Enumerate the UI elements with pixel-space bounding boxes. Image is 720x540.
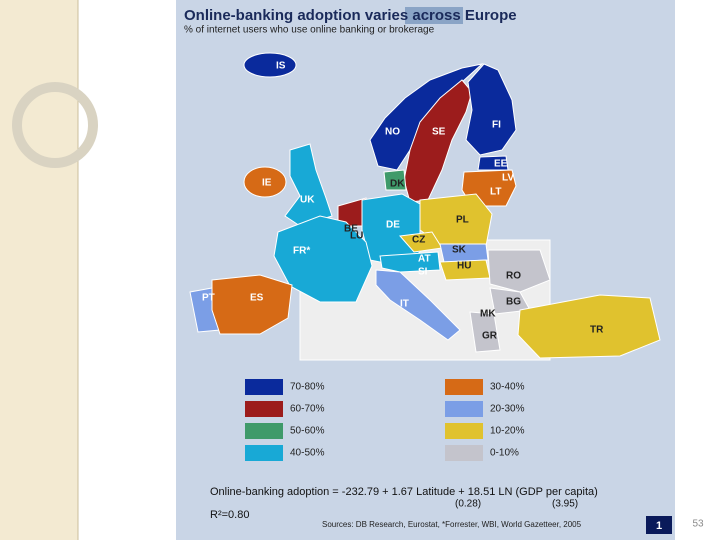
country-label: TR [590,325,604,336]
legend-swatch [445,445,483,461]
country-label: DE [386,220,400,231]
country-label: PL [456,215,469,226]
country-label: PT [202,293,215,304]
badge: 1 [656,520,662,532]
country-label: AT [418,254,431,265]
countries [189,52,661,361]
legend-label: 10-20% [490,426,525,437]
country-label: SI [418,267,428,278]
country-label: FR* [293,246,310,257]
country-label: IT [400,299,409,310]
legend-swatch [445,401,483,417]
legend-swatch [445,423,483,439]
country-tr [517,294,661,359]
subtitle: % of internet users who use online banki… [184,25,435,36]
country-label: LT [490,187,501,198]
country-label: ES [250,293,264,304]
legend-swatch [245,379,283,395]
legend-swatch [245,445,283,461]
country-label: SE [432,127,446,138]
country-es [211,274,293,335]
legend-label: 70-80% [290,382,325,393]
country-label: CZ [412,235,425,246]
country-label: EE [494,159,508,170]
country-label: FI [492,120,501,131]
country-label: IE [262,178,272,189]
slide-number: 53 [692,519,704,530]
country-label: UK [300,195,315,206]
country-label: MK [480,309,496,320]
title: Online-banking adoption varies across Eu… [184,7,517,24]
country-label: BG [506,297,521,308]
country-label: IS [276,61,286,72]
legend-label: 40-50% [290,448,325,459]
country-at-si [379,251,441,273]
country-label: LU [350,231,363,242]
country-fr [273,215,373,303]
r-squared: R²=0.80 [210,509,249,521]
country-label: DK [390,179,405,190]
legend-label: 30-40% [490,382,525,393]
country-is [243,52,297,78]
legend-label: 60-70% [290,404,325,415]
country-label: RO [506,271,521,282]
se-latitude: (0.28) [455,499,481,510]
country-mk-gr [469,311,501,353]
country-dk [383,169,407,191]
legend-swatch [445,379,483,395]
country-fi [465,63,517,156]
se-gdp: (3.95) [552,499,578,510]
decor-circle [12,82,98,168]
legend-label: 0-10% [490,448,519,459]
legend-swatch [245,423,283,439]
side-strip [0,0,78,540]
equation: Online-banking adoption = -232.79 + 1.67… [210,486,598,498]
country-label: BE [344,224,358,235]
country-ro [487,249,551,293]
country-label: GR [482,331,498,342]
legend-label: 20-30% [490,404,525,415]
legend-swatch [245,401,283,417]
country-label: NO [385,127,400,138]
country-label: HU [457,261,471,272]
country-ie [243,166,287,198]
sources: Sources: DB Research, Eurostat, *Forrest… [322,520,582,529]
country-sk [439,243,489,263]
country-label: SK [452,245,467,256]
badge-box [646,516,672,534]
legend: 70-80% 60-70% 50-60% 40-50% 30-40% 20-30% 10-2… [245,379,525,461]
title-highlight [405,7,463,24]
country-label: LV [502,173,514,184]
country-it [375,269,461,341]
legend-label: 50-60% [290,426,325,437]
